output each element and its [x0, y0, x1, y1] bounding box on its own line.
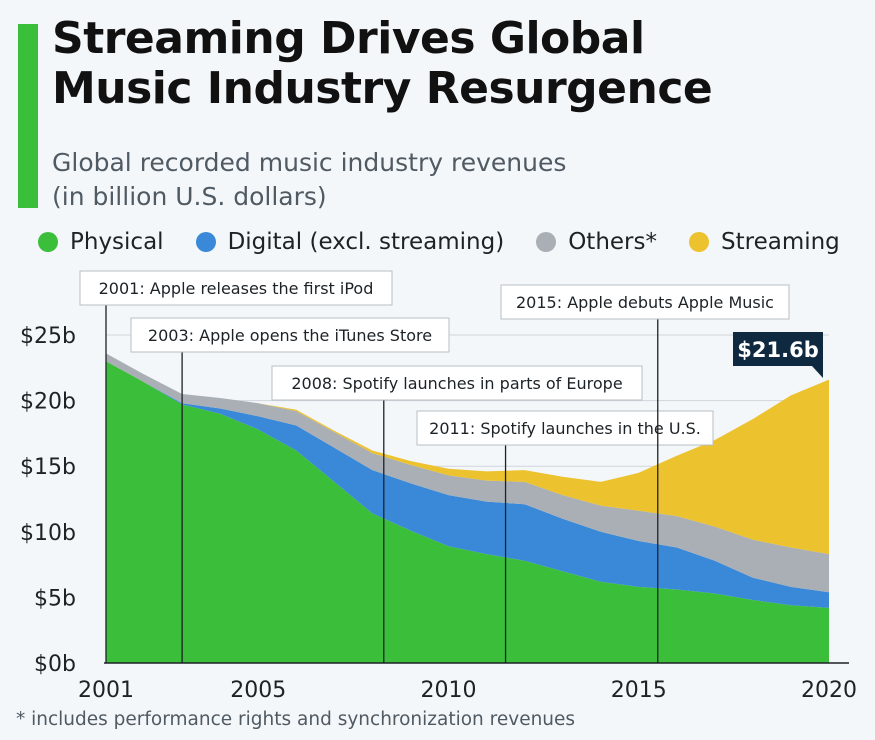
- area-digital: [106, 361, 829, 608]
- annotation-box: [79, 270, 393, 306]
- title-line-2: Music Industry Resurgence: [52, 63, 713, 114]
- title-line-1: Streaming Drives Global: [52, 13, 645, 64]
- total-callout-box: [733, 332, 823, 366]
- subtitle-line-1: Global recorded music industry revenues: [52, 148, 567, 177]
- total-callout-pointer: [812, 366, 823, 378]
- y-tick-label: $20b: [20, 390, 76, 415]
- legend-dot-digital: [195, 232, 216, 252]
- annotation-box: [416, 410, 714, 446]
- subtitle-line-2: (in billion U.S. dollars): [52, 182, 327, 211]
- legend-item-others: Others*: [536, 229, 657, 255]
- annotation-label: 2015: Apple debuts Apple Music: [516, 293, 774, 312]
- y-tick-label: $10b: [20, 521, 76, 546]
- legend-label-streaming: Streaming: [721, 229, 840, 255]
- legend-item-physical: Physical: [38, 229, 164, 255]
- legend-label-digital: Digital (excl. streaming): [227, 229, 505, 255]
- area-others: [106, 353, 829, 593]
- footnote: * includes performance rights and synchr…: [16, 709, 576, 730]
- legend-dot-physical: [38, 232, 58, 252]
- chart-svg: $0b $5b $10b $15b $20b $25b 2001 2005 2010 2015 20…: [20, 270, 857, 703]
- annotation-label: 2008: Spotify launches in parts of Europ…: [291, 374, 622, 393]
- annotation-label: 2003: Apple opens the iTunes Store: [148, 326, 432, 345]
- annotation-box: [271, 365, 643, 401]
- annotation-label: 2011: Spotify launches in the U.S.: [429, 419, 701, 438]
- legend-label-physical: Physical: [70, 229, 164, 255]
- legend-label-others: Others*: [568, 229, 657, 255]
- annotation-box: [130, 317, 450, 353]
- legend-dot-others: [536, 232, 557, 252]
- chart-subtitle: Global recorded music industry revenues …: [52, 146, 566, 214]
- y-tick-label: $5b: [34, 586, 76, 611]
- y-tick-label: $25b: [20, 324, 76, 349]
- total-callout-label: $21.6b: [737, 338, 818, 362]
- title-accent-bar: [18, 24, 38, 208]
- x-tick-label: 2010: [420, 678, 476, 703]
- annotation-box: [500, 284, 790, 320]
- legend-item-streaming: Streaming: [689, 229, 840, 255]
- x-tick-label: 2001: [78, 678, 134, 703]
- y-tick-label: $0b: [34, 652, 76, 677]
- x-tick-label: 2005: [230, 678, 286, 703]
- area-streaming: [106, 353, 829, 555]
- chart-title: Streaming Drives Global Music Industry R…: [52, 13, 713, 114]
- x-tick-label: 2015: [611, 678, 667, 703]
- area-physical: [106, 361, 829, 663]
- x-tick-label: 2020: [801, 678, 857, 703]
- y-tick-label: $15b: [20, 455, 76, 480]
- annotation-label: 2001: Apple releases the first iPod: [99, 279, 374, 298]
- legend: Physical Digital (excl. streaming) Other…: [38, 229, 872, 255]
- legend-item-digital: Digital (excl. streaming): [195, 229, 505, 255]
- legend-dot-streaming: [689, 232, 709, 252]
